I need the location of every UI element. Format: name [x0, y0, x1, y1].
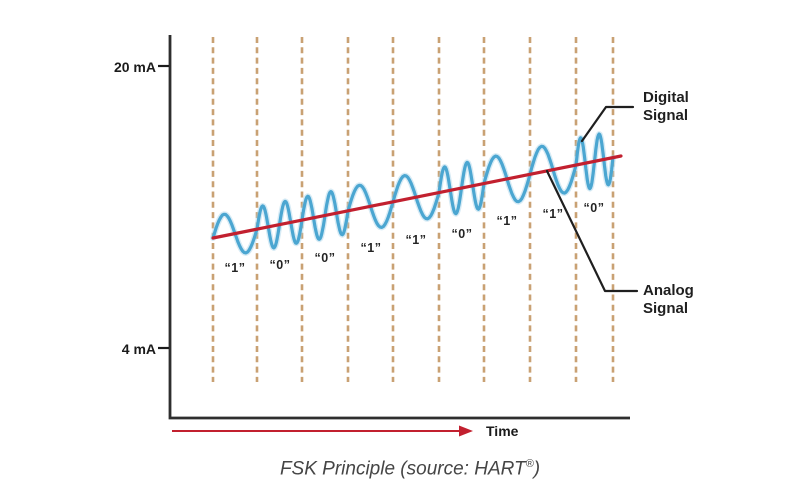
caption-close: ): [533, 458, 541, 480]
digital-signal-pointer-line: [580, 105, 635, 143]
bit-label: “1”: [360, 241, 382, 255]
x-axis-label-time: Time: [486, 423, 519, 439]
digital-signal-label-line1: Digital: [643, 89, 689, 106]
analog-signal-pointer-line: [545, 169, 639, 293]
bit-label: “0”: [451, 227, 473, 241]
y-axis-label-20ma: 20 mA: [113, 59, 156, 75]
axes: [168, 35, 630, 420]
time-arrow-head: [459, 425, 473, 437]
caption-text: FSK Principle (source: HART: [279, 458, 526, 480]
bit-label: “1”: [496, 214, 518, 228]
bit-label: “0”: [583, 201, 605, 215]
analog-signal-label-line1: Analog: [643, 282, 694, 299]
bit-label: “1”: [224, 261, 246, 275]
analog-signal-label: Analog Signal: [643, 282, 694, 318]
y-axis-label-4ma: 4 mA: [121, 341, 156, 357]
bit-label: “1”: [405, 233, 427, 247]
registered-trademark-symbol: ®: [525, 458, 534, 470]
digital-signal-label: Digital Signal: [643, 89, 689, 125]
bit-label: “1”: [542, 207, 564, 221]
analog-signal-label-line2: Signal: [643, 300, 689, 317]
bit-label: “0”: [314, 251, 336, 265]
figure-caption: FSK Principle (source: HART®): [170, 458, 650, 480]
analog-signal-line: [211, 154, 623, 240]
digital-signal-label-line2: Signal: [643, 107, 689, 124]
bit-label: “0”: [269, 258, 291, 272]
